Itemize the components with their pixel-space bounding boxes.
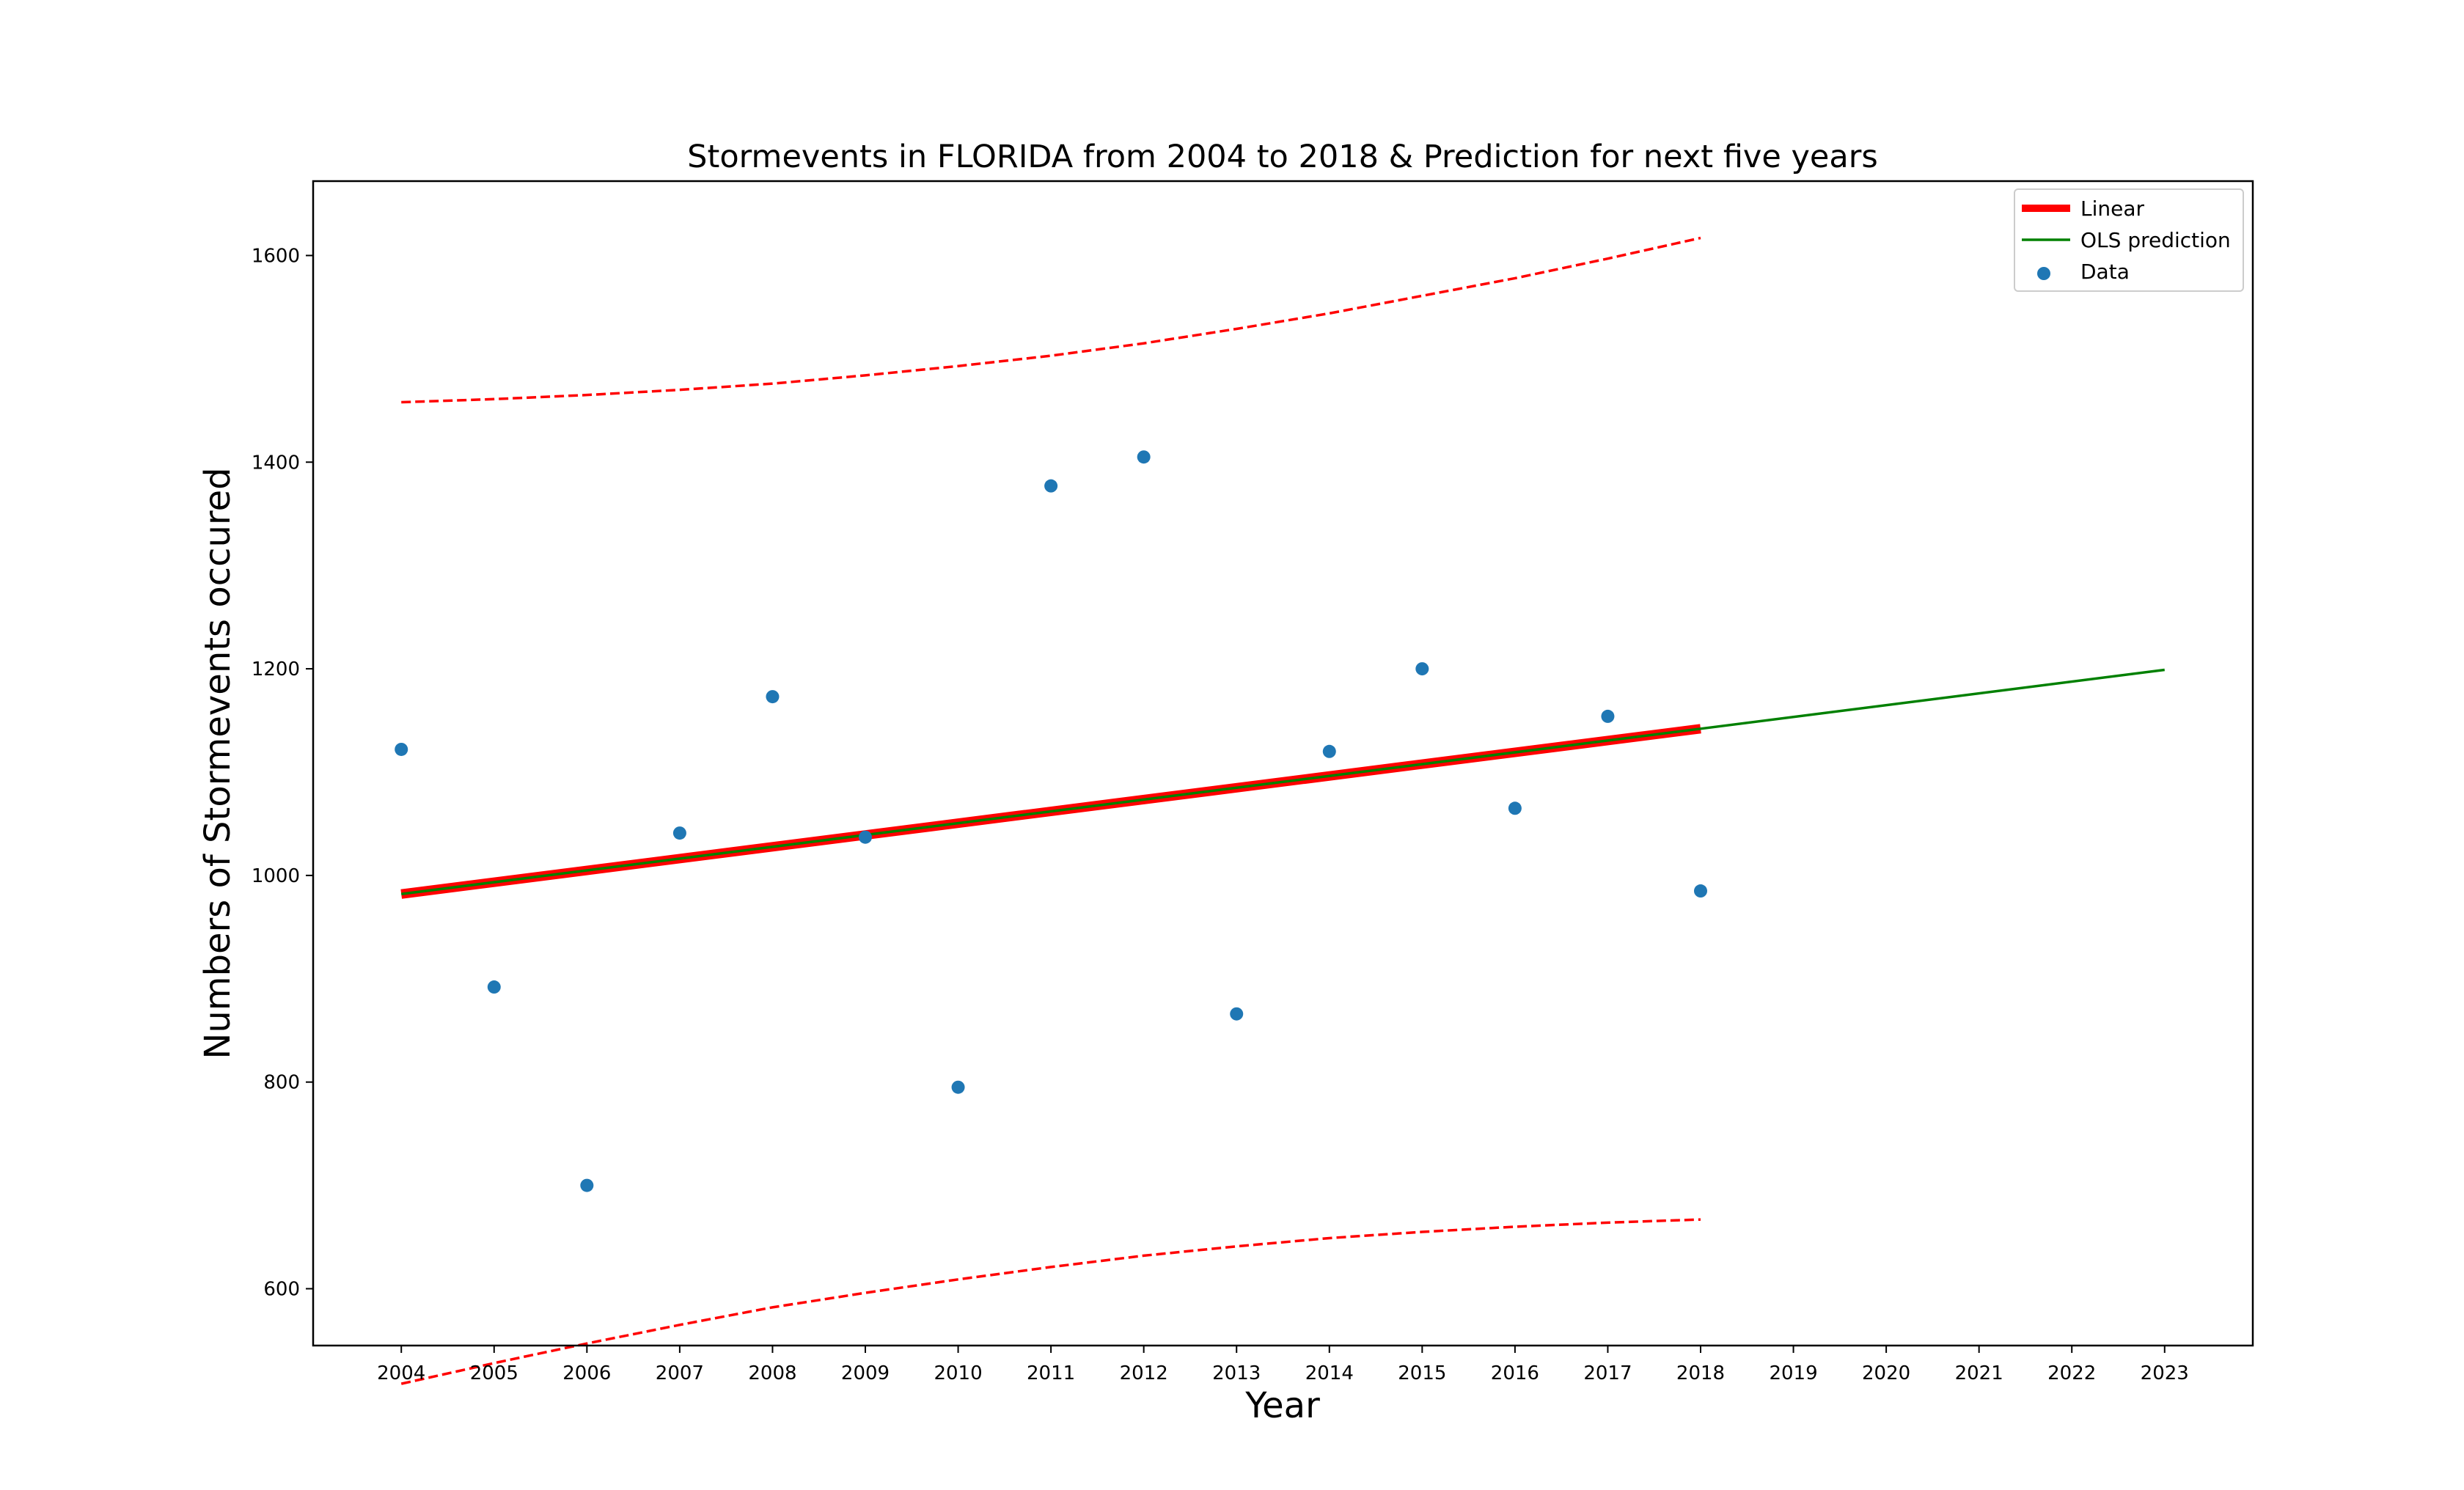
- data-point-2013: [1230, 1007, 1244, 1021]
- data-point-2015: [1415, 662, 1429, 676]
- legend-swatch-data: [2037, 267, 2050, 280]
- x-tick-label-2008: 2008: [748, 1362, 796, 1384]
- x-tick-label-2013: 2013: [1212, 1362, 1261, 1384]
- data-point-2008: [766, 690, 780, 704]
- x-tick-label-2009: 2009: [841, 1362, 890, 1384]
- data-point-2011: [1044, 479, 1058, 493]
- x-tick-label-2017: 2017: [1583, 1362, 1632, 1384]
- data-point-2005: [487, 980, 501, 994]
- x-tick-label-2020: 2020: [1862, 1362, 1910, 1384]
- data-marks: [395, 236, 2165, 1385]
- x-tick-label-2021: 2021: [1955, 1362, 2003, 1384]
- x-tick-label-2004: 2004: [377, 1362, 425, 1384]
- upper-bound-line: [401, 236, 1701, 404]
- x-tick-label-2011: 2011: [1027, 1362, 1075, 1384]
- x-tick-label-2012: 2012: [1120, 1362, 1168, 1384]
- x-tick-label-2015: 2015: [1398, 1362, 1446, 1384]
- data-point-2006: [580, 1178, 594, 1192]
- y-tick-label-1000: 1000: [252, 865, 300, 887]
- data-point-2012: [1137, 450, 1151, 464]
- y-tick-label-1400: 1400: [252, 452, 300, 474]
- y-tick-label-1200: 1200: [252, 658, 300, 680]
- ols-prediction-line: [401, 668, 2165, 895]
- data-point-2014: [1322, 744, 1336, 758]
- x-axis: 2004 2005 2006 2007 2008 2009 2010 2011 2012 2013…: [377, 1346, 2189, 1384]
- legend: Linear OLS prediction Data: [2014, 188, 2244, 292]
- legend-box: [2014, 188, 2244, 292]
- data-point-2017: [1601, 709, 1615, 723]
- x-tick-label-2023: 2023: [2141, 1362, 2189, 1384]
- data-point-2004: [395, 742, 408, 756]
- y-axis-label: Numbers of Stormevents occured: [197, 467, 238, 1059]
- y-axis: 600 800 1000 1200 1400 1600: [252, 245, 313, 1301]
- legend-label-linear: Linear: [2080, 197, 2145, 221]
- data-point-2009: [859, 830, 873, 844]
- x-tick-label-2005: 2005: [470, 1362, 518, 1384]
- y-tick-label-800: 800: [263, 1072, 300, 1094]
- x-tick-label-2022: 2022: [2047, 1362, 2096, 1384]
- x-axis-label: Year: [1244, 1385, 1320, 1426]
- plot-frame: [312, 180, 2254, 1347]
- x-tick-label-2010: 2010: [934, 1362, 982, 1384]
- x-tick-label-2014: 2014: [1305, 1362, 1354, 1384]
- legend-label-data: Data: [2080, 260, 2130, 284]
- data-point-2016: [1508, 801, 1522, 815]
- data-point-2007: [672, 826, 686, 840]
- y-tick-label-1600: 1600: [252, 245, 300, 267]
- x-tick-label-2019: 2019: [1769, 1362, 1817, 1384]
- data-point-2018: [1693, 884, 1707, 898]
- x-tick-label-2007: 2007: [656, 1362, 704, 1384]
- legend-label-ols-prediction: OLS prediction: [2080, 228, 2231, 252]
- x-tick-label-2018: 2018: [1676, 1362, 1725, 1384]
- y-tick-label-600: 600: [263, 1279, 300, 1301]
- x-tick-label-2016: 2016: [1491, 1362, 1539, 1384]
- x-tick-label-2006: 2006: [562, 1362, 611, 1384]
- lower-bound-line: [400, 1218, 1701, 1385]
- chart-title: Stormevents in FLORIDA from 2004 to 2018…: [687, 139, 1878, 175]
- data-point-2010: [951, 1080, 965, 1094]
